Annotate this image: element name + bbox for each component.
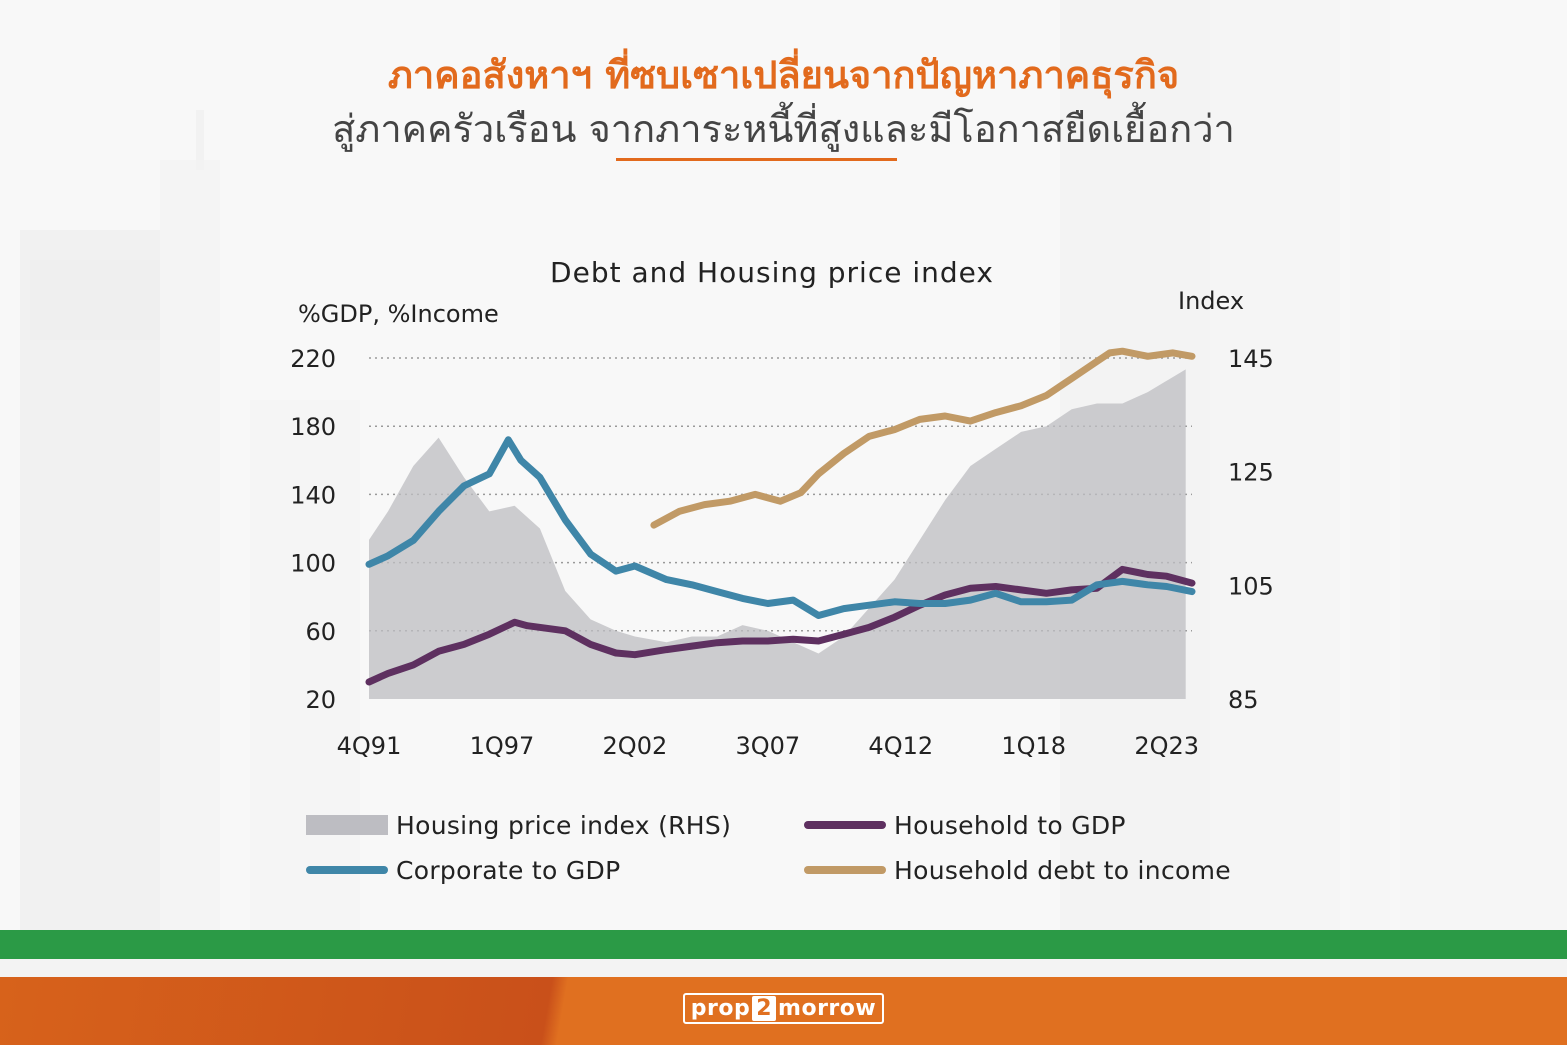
footer-orange-band <box>0 977 1567 1045</box>
x-tick-4Q91: 4Q91 <box>337 732 402 760</box>
y-axis-label-left: %GDP, %Income <box>298 300 499 328</box>
series-line-corporate-to-gdp <box>365 436 1196 619</box>
x-ticks: 4Q91 1Q97 2Q02 3Q07 4Q12 1Q18 2Q23 <box>337 732 1199 760</box>
x-tick-2Q02: 2Q02 <box>603 732 668 760</box>
footer-white-band <box>0 959 1567 977</box>
debt-housing-chart: Debt and Housing price index %GDP, %Inco… <box>290 256 1274 760</box>
x-tick-2Q23: 2Q23 <box>1134 732 1199 760</box>
series-line-household-to-gdp <box>365 565 1196 686</box>
legend-item-housing: Housing price index (RHS) <box>306 807 731 843</box>
headline-underline <box>616 158 897 161</box>
brand-logo-number: 2 <box>752 995 777 1021</box>
brand-logo-prefix: prop <box>690 995 751 1021</box>
headline-line-1: ภาคอสังหาฯ ที่ซบเซาเปลี่ยนจากปัญหาภาคธุร… <box>387 53 1180 97</box>
legend-label-housing: Housing price index (RHS) <box>396 810 732 840</box>
light-overlay-panel <box>0 0 1567 930</box>
y-tick-left-220: 220 <box>290 345 336 373</box>
legend-swatch-housing <box>306 815 388 835</box>
headline-line-2: สู่ภาคครัวเรือน จากภาระหนี้ที่สูงและมีโอ… <box>332 107 1235 151</box>
legend-label-corporate-gdp: Corporate to GDP <box>396 855 621 885</box>
legend-label-household-gdp: Household to GDP <box>894 810 1126 840</box>
y-tick-right-125: 125 <box>1228 459 1274 487</box>
y-ticks-left: 220 180 140 100 60 20 <box>290 345 336 714</box>
series-area-housing-price-index <box>369 369 1186 699</box>
x-tick-3Q07: 3Q07 <box>735 732 800 760</box>
x-tick-1Q97: 1Q97 <box>470 732 535 760</box>
legend-swatch-household-income <box>804 866 886 874</box>
y-tick-left-20: 20 <box>305 686 336 714</box>
x-tick-1Q18: 1Q18 <box>1001 732 1066 760</box>
x-tick-4Q12: 4Q12 <box>868 732 933 760</box>
legend-label-household-income: Household debt to income <box>894 855 1231 885</box>
legend-item-household-income: Household debt to income <box>804 852 1231 888</box>
series-line-household-debt-to-income <box>650 347 1196 529</box>
legend-item-household-gdp: Household to GDP <box>804 807 1126 843</box>
housing-price-area <box>369 369 1186 699</box>
legend-item-corporate-gdp: Corporate to GDP <box>306 852 620 888</box>
series-lines <box>365 347 1196 686</box>
chart-title: Debt and Housing price index <box>550 256 994 289</box>
y-ticks-right: 145 125 105 85 <box>1228 345 1274 714</box>
legend-swatch-household-gdp <box>804 821 886 829</box>
y-tick-left-100: 100 <box>290 550 336 578</box>
y-axis-label-right: Index <box>1178 287 1244 315</box>
footer-green-band <box>0 930 1567 959</box>
y-tick-left-140: 140 <box>290 481 336 509</box>
chart-legend: Housing price index (RHS) Household to G… <box>0 800 1567 900</box>
y-tick-left-60: 60 <box>305 618 336 646</box>
legend-swatch-corporate-gdp <box>306 866 388 874</box>
y-tick-right-85: 85 <box>1228 686 1259 714</box>
brand-logo-text: prop 2 morrow <box>682 992 885 1024</box>
y-tick-right-105: 105 <box>1228 572 1274 600</box>
brand-logo: prop 2 morrow <box>0 990 1567 1026</box>
y-tick-right-145: 145 <box>1228 345 1274 373</box>
y-tick-left-180: 180 <box>290 413 336 441</box>
brand-logo-suffix: morrow <box>778 995 877 1021</box>
